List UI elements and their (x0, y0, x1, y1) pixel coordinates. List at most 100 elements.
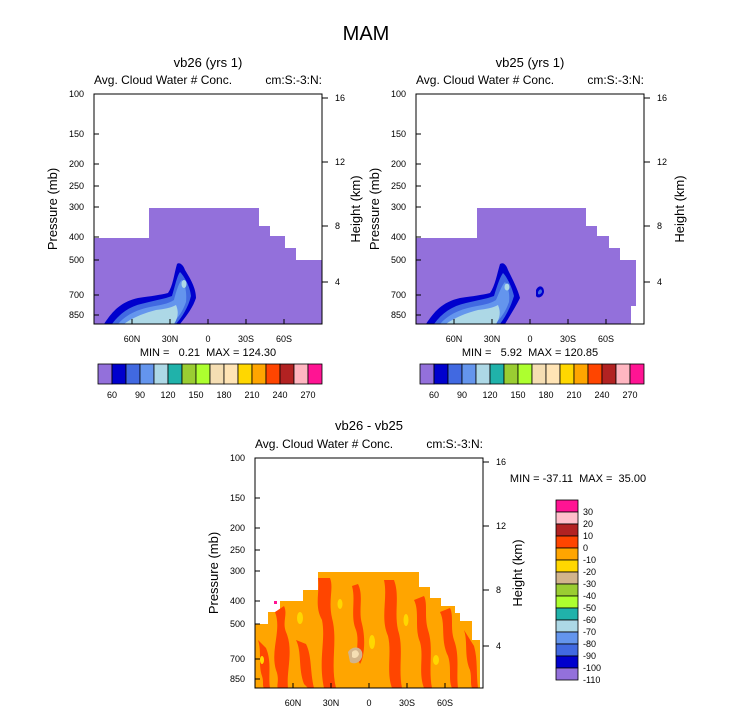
height-tick-label: 4 (657, 277, 662, 287)
height-tick-label: 16 (657, 93, 667, 103)
colorbar-label: -100 (583, 663, 601, 673)
colorbar-label: 120 (482, 390, 497, 400)
panel-title: vb26 - vb25 (335, 418, 403, 433)
height-tick-label: 4 (335, 277, 340, 287)
latitude-tick-label: 30N (323, 698, 340, 708)
colorbar-swatch (555, 619, 579, 633)
latitude-axis: 60N 30N 0 30S 60S (124, 319, 292, 344)
pressure-tick-label: 400 (391, 232, 406, 242)
pressure-tick-label: 150 (230, 493, 245, 503)
colorbar-swatch (555, 547, 579, 561)
pressure-tick-label: 250 (230, 545, 245, 555)
latitude-tick-label: 0 (205, 334, 210, 344)
colorbar-swatch (139, 363, 155, 385)
pressure-axis-label: Pressure (mb) (206, 532, 221, 614)
pressure-tick-label: 700 (230, 654, 245, 664)
field-difference (255, 572, 480, 688)
colorbar-swatch (555, 511, 579, 525)
panel-units: cm:S:-3:N: (587, 73, 644, 87)
height-tick-label: 16 (496, 457, 506, 467)
height-axis-label: Height (km) (348, 175, 363, 242)
latitude-tick-label: 30S (238, 334, 254, 344)
colorbar-label: -20 (583, 567, 596, 577)
pressure-tick-label: 150 (391, 129, 406, 139)
colorbar-label: 180 (538, 390, 553, 400)
panel-left-string: Avg. Cloud Water # Conc. (94, 73, 232, 87)
latitude-tick-label: 60N (446, 334, 463, 344)
pressure-tick-label: 200 (69, 159, 84, 169)
colorbar-label: 20 (583, 519, 593, 529)
pressure-tick-label: 400 (230, 596, 245, 606)
panel-units: cm:S:-3:N: (426, 437, 483, 451)
colorbar-label: 120 (160, 390, 175, 400)
height-tick-label: 12 (496, 521, 506, 531)
pressure-tick-label: 850 (230, 674, 245, 684)
height-tick-label: 12 (657, 157, 667, 167)
colorbar-swatch (555, 607, 579, 621)
panel-vb25: vb25 (yrs 1) Avg. Cloud Water # Conc. cm… (367, 55, 687, 400)
colorbar-swatch (125, 363, 141, 385)
pressure-tick-label: 300 (69, 202, 84, 212)
panel-left-string: Avg. Cloud Water # Conc. (255, 437, 393, 451)
colorbar-label: 60 (107, 390, 117, 400)
height-tick-label: 4 (496, 641, 501, 651)
colorbar: 60 90 120 150 180 210 240 270 (419, 363, 645, 400)
colorbar-label: 240 (272, 390, 287, 400)
colorbar-label: 0 (583, 543, 588, 553)
colorbar-swatch (545, 363, 561, 385)
colorbar-label: 60 (429, 390, 439, 400)
colorbar-swatch (555, 667, 579, 681)
pressure-tick-label: 300 (391, 202, 406, 212)
colorbar-swatch (559, 363, 575, 385)
pressure-tick-label: 250 (69, 181, 84, 191)
pressure-tick-label: 100 (230, 453, 245, 463)
colorbar-swatch (573, 363, 589, 385)
pressure-tick-label: 100 (391, 89, 406, 99)
colorbar-label: 210 (244, 390, 259, 400)
latitude-tick-label: 60S (598, 334, 614, 344)
colorbar-swatch (555, 523, 579, 537)
height-tick-label: 8 (496, 585, 501, 595)
colorbar-swatch (209, 363, 225, 385)
colorbar-swatch (503, 363, 519, 385)
pressure-tick-label: 150 (69, 129, 84, 139)
min-max-stats: MIN = 5.92 MAX = 120.85 (462, 347, 598, 359)
colorbar-swatch (555, 595, 579, 609)
pressure-tick-label: 250 (391, 181, 406, 191)
pressure-tick-label: 400 (69, 232, 84, 242)
panel-vb26: vb26 (yrs 1) Avg. Cloud Water # Conc. cm… (45, 55, 363, 400)
colorbar-swatch (629, 363, 645, 385)
height-axis-label: Height (km) (672, 175, 687, 242)
pressure-tick-label: 850 (391, 310, 406, 320)
latitude-tick-label: 30S (399, 698, 415, 708)
pressure-tick-label: 500 (69, 255, 84, 265)
colorbar-label: -40 (583, 591, 596, 601)
colorbar-swatch (531, 363, 547, 385)
colorbar-swatch (555, 643, 579, 657)
pressure-tick-label: 300 (230, 566, 245, 576)
pressure-tick-label: 100 (69, 89, 84, 99)
colorbar-swatch (279, 363, 295, 385)
colorbar-swatch (555, 499, 579, 513)
colorbar-vertical: 30 20 10 0 -10 -20 -30 -40 -50 -60 -70 -80 -90 -100 -1… (555, 499, 601, 685)
colorbar-swatch (555, 535, 579, 549)
colorbar-label: -90 (583, 651, 596, 661)
latitude-tick-label: 30N (162, 334, 179, 344)
panel-difference: vb26 - vb25 Avg. Cloud Water # Conc. cm:… (206, 418, 646, 708)
colorbar-label: 90 (135, 390, 145, 400)
colorbar-swatch (447, 363, 463, 385)
panel-left-string: Avg. Cloud Water # Conc. (416, 73, 554, 87)
colorbar-label: 90 (457, 390, 467, 400)
colorbar-swatch (489, 363, 505, 385)
colorbar-swatch (181, 363, 197, 385)
colorbar-swatch (587, 363, 603, 385)
colorbar-label: -110 (583, 675, 600, 685)
colorbar-swatch (433, 363, 449, 385)
latitude-tick-label: 60S (437, 698, 453, 708)
panel-title: vb25 (yrs 1) (496, 55, 565, 70)
colorbar-label: -70 (583, 627, 596, 637)
colorbar-label: -60 (583, 615, 596, 625)
colorbar-swatch (111, 363, 127, 385)
colorbar-swatch (555, 655, 579, 669)
